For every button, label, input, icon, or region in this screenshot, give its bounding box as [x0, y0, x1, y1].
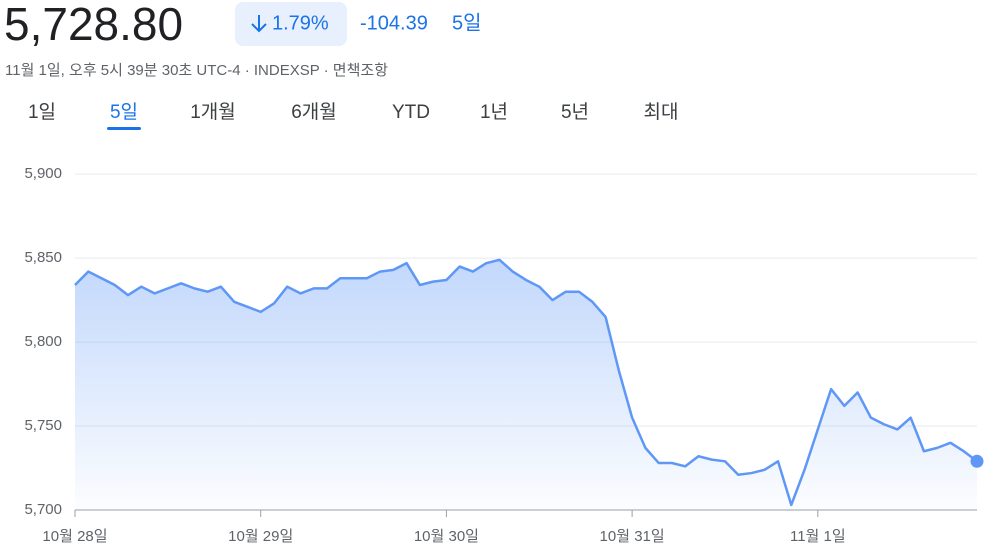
x-tick-label: 11월 1일 [790, 528, 846, 545]
price-line [74, 258, 978, 507]
tab[interactable]: YTD [392, 102, 430, 123]
subtitle: 11월 1일, 오후 5시 39분 30초 UTC-4 · INDEXSP · … [5, 62, 388, 79]
y-tick-label: 5,900 [24, 165, 62, 182]
price: 5,728.80 [4, 0, 183, 50]
area [75, 259, 977, 510]
tab[interactable]: 최대 [644, 101, 679, 123]
x-tick-label: 10월 28일 [42, 528, 107, 545]
tab-underline [107, 127, 141, 130]
period: 5일 [452, 11, 482, 34]
tab[interactable]: 6개월 [291, 101, 337, 123]
change-badge [235, 2, 347, 46]
x-tick-label: 10월 30일 [414, 528, 479, 545]
x-tick-label: 10월 29일 [228, 528, 293, 545]
tab[interactable]: 1개월 [190, 101, 236, 123]
x-tick-label: 10월 31일 [600, 528, 665, 545]
tab[interactable]: 5일 [110, 101, 138, 123]
change: -104.39 [360, 12, 428, 34]
tab[interactable]: 5년 [561, 101, 589, 123]
y-tick-label: 5,800 [24, 333, 62, 350]
y-tick-label: 5,750 [24, 417, 62, 434]
tab[interactable]: 1일 [28, 101, 56, 123]
tab[interactable]: 1년 [480, 101, 508, 123]
y-tick-label: 5,850 [24, 249, 62, 266]
change-percent: 1.79% [272, 12, 329, 34]
last-point [970, 454, 984, 468]
down-arrow [251, 15, 267, 33]
y-tick-label: 5,700 [24, 501, 62, 518]
